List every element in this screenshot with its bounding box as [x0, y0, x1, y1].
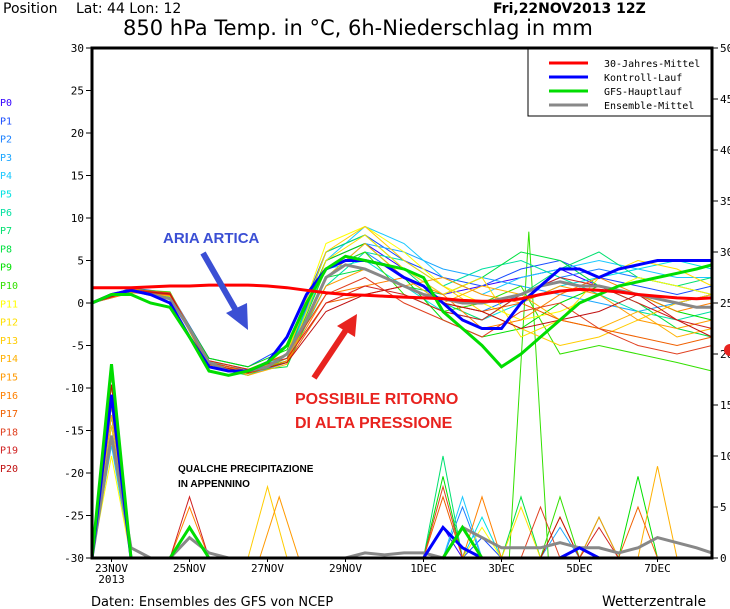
y-right-tick-label: 50: [720, 42, 730, 55]
lat-lon: Lat: 44 Lon: 12: [76, 1, 181, 17]
x-tick-label: 7DEC: [644, 562, 671, 575]
annotation-appennino: IN APPENNINO: [178, 479, 250, 490]
y-right-tick-label: 35: [720, 195, 730, 208]
precip-spike-p10: [508, 231, 549, 559]
y-left-tick-label: -5: [71, 340, 84, 353]
member-label-p5: P5: [0, 190, 12, 201]
y-left-tick-label: -30: [64, 552, 84, 565]
y-left-tick-label: -25: [64, 510, 84, 523]
precip-spike-p16: [169, 505, 210, 559]
precip-spike-p7: [423, 455, 463, 559]
member-label-p15: P15: [0, 373, 18, 384]
precip-spike-p12: [501, 505, 541, 559]
precip-spike-p18: [423, 484, 463, 559]
y-left-tick-label: 20: [71, 127, 84, 140]
member-label-p20: P20: [0, 464, 18, 475]
y-right-tick-label: 30: [720, 246, 730, 259]
member-label-p11: P11: [0, 299, 18, 310]
x-tick-label: 27NOV: [251, 562, 284, 575]
legend-label: 30-Jahres-Mittel: [604, 59, 700, 70]
member-label-p12: P12: [0, 318, 18, 329]
precip-spike-p3: [540, 526, 580, 559]
precip-spike-p15: [579, 516, 619, 559]
y-left-tick-label: 0: [77, 297, 84, 310]
precip-spike-p2: [442, 505, 483, 559]
precip-spike-p20: [540, 516, 580, 559]
legend-label: Ensemble-Mittel: [604, 101, 694, 112]
y-left-tick-label: 10: [71, 212, 84, 225]
y-right-tick-label: 45: [720, 93, 730, 106]
precip-spike-p8: [501, 495, 541, 559]
chart-title: 850 hPa Temp. in °C, 6h-Niederschlag in …: [123, 16, 593, 40]
y-left-tick-label: -15: [64, 425, 84, 438]
x-tick-label: 5DEC: [566, 562, 593, 575]
temp-line-gfs-hauptlauf: [91, 254, 713, 377]
precip-spike-p19: [169, 495, 210, 559]
temp-line-30-jahres-mittel: [92, 283, 713, 303]
member-label-p8: P8: [0, 244, 12, 255]
member-label-p14: P14: [0, 354, 18, 365]
y-right-tick-label: 5: [720, 501, 727, 514]
x-tick-label: 25NOV: [173, 562, 206, 575]
member-label-p17: P17: [0, 409, 18, 420]
annotation-ritorno: POSSIBILE RITORNO: [295, 391, 458, 408]
member-label-p13: P13: [0, 336, 18, 347]
member-label-p3: P3: [0, 153, 12, 164]
plot-background: [92, 48, 712, 558]
x-tick-label: 1DEC: [410, 562, 437, 575]
member-label-p10: P10: [0, 281, 18, 292]
member-label-p4: P4: [0, 171, 12, 182]
arctic-arrow: [200, 251, 248, 330]
member-label-p16: P16: [0, 391, 18, 402]
member-label-p2: P2: [0, 135, 12, 146]
y-left-tick-label: 25: [71, 85, 84, 98]
member-label-p9: P9: [0, 263, 12, 274]
footer-source: Daten: Ensembles des GFS von NCEP: [91, 595, 333, 609]
climate-marker-icon: [724, 344, 730, 356]
precip-spike-p13: [247, 484, 288, 559]
precip-spike-p10: [540, 495, 580, 559]
precip-spike-p18: [520, 505, 561, 559]
x-tick-label: 29NOV: [329, 562, 362, 575]
position-label: Position: [3, 1, 58, 17]
precip-spike-p14: [637, 466, 678, 559]
x-tick-sublabel: 2013: [98, 573, 125, 586]
y-right-tick-label: 20: [720, 348, 730, 361]
member-label-p1: P1: [0, 116, 12, 127]
y-right-tick-label: 15: [720, 399, 730, 412]
precip-line-ensemble-mittel: [90, 435, 713, 560]
legend-label: GFS-Hauptlauf: [604, 87, 682, 98]
y-left-tick-label: 30: [71, 42, 84, 55]
annotation-aria-artica: ARIA ARTICA: [163, 230, 260, 247]
high-pressure-arrow: [311, 314, 357, 380]
x-tick-label: 23NOV: [95, 562, 128, 575]
precip-spike-p15: [259, 495, 300, 559]
legend-box: 30-Jahres-Mittel Kontroll-Lauf GFS-Hauptla…: [527, 48, 712, 117]
annotation-alta-pressione: DI ALTA PRESSIONE: [295, 415, 453, 432]
y-left-tick-label: -20: [64, 467, 84, 480]
precip-spike-p11: [462, 526, 502, 559]
member-label-p7: P7: [0, 226, 12, 237]
legend-label: Kontroll-Lauf: [604, 73, 682, 84]
y-right-tick-label: 0: [720, 552, 727, 565]
run-time: Fri,22NOV2013 12Z: [493, 1, 646, 17]
y-left-tick-label: 15: [71, 170, 84, 183]
y-right-tick-label: 25: [720, 297, 730, 310]
x-tick-label: 3DEC: [488, 562, 515, 575]
precip-spike-p9: [618, 476, 658, 559]
y-left-tick-label: 5: [77, 255, 84, 268]
member-label-p18: P18: [0, 427, 18, 438]
footer-brand: Wetterzentrale: [602, 594, 706, 609]
y-right-tick-label: 40: [720, 144, 730, 157]
member-label-p6: P6: [0, 208, 12, 219]
member-label-p19: P19: [0, 446, 18, 457]
y-right-tick-label: 10: [720, 450, 730, 463]
y-left-tick-label: -10: [64, 382, 84, 395]
annotation-precipitazione: QUALCHE PRECIPITAZIONE: [178, 464, 314, 475]
precip-spike-p9: [423, 476, 463, 559]
member-label-p0: P0: [0, 98, 12, 109]
